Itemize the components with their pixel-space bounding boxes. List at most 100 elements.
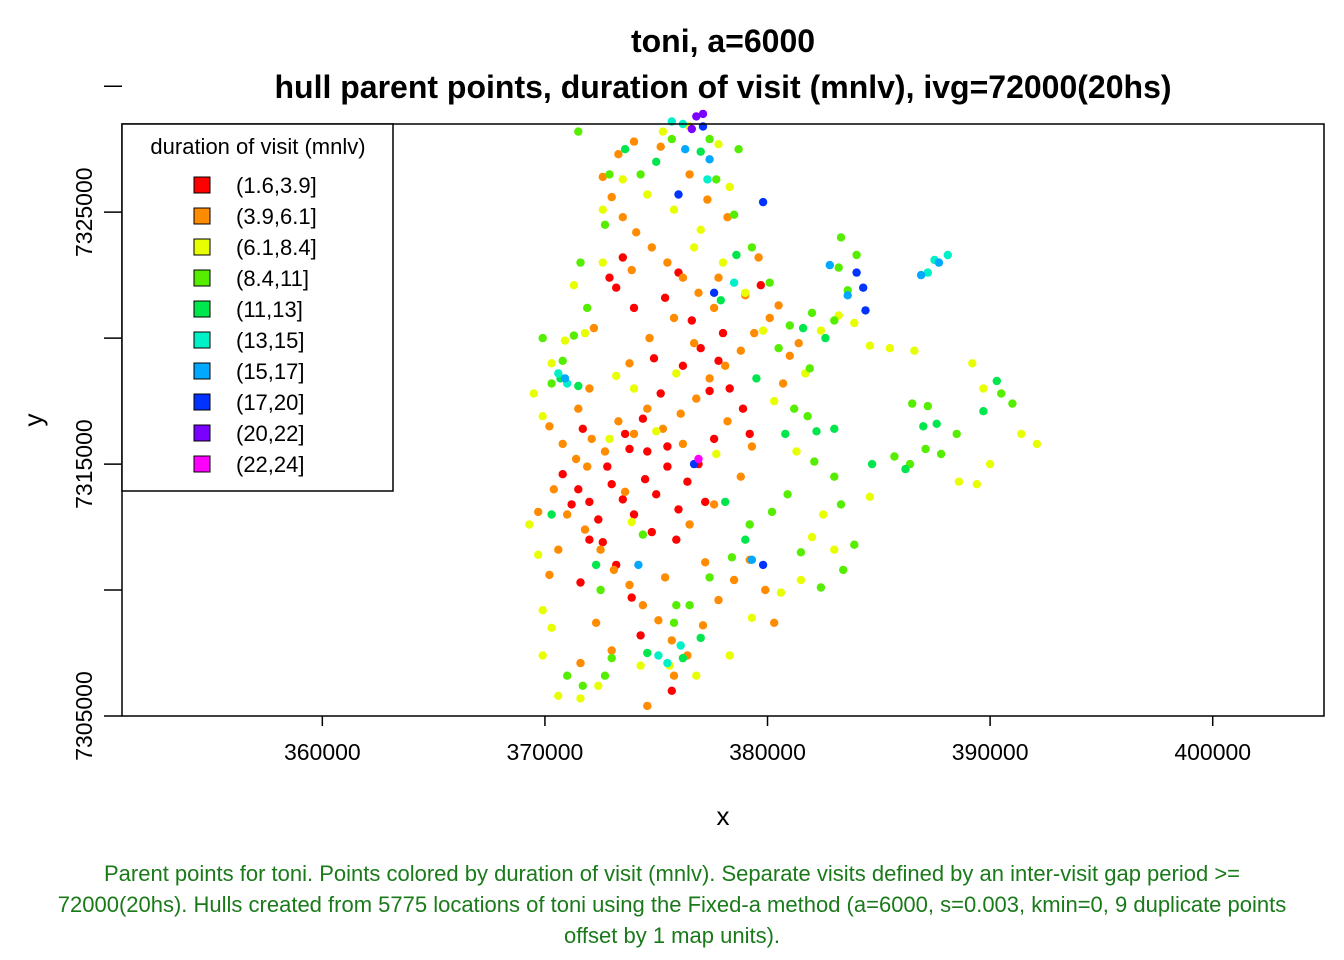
data-point xyxy=(547,379,556,388)
data-point xyxy=(545,570,554,580)
data-point xyxy=(612,371,621,381)
data-point xyxy=(534,507,543,517)
data-point xyxy=(620,145,630,154)
data-point xyxy=(770,396,779,406)
data-point xyxy=(598,172,607,182)
legend-swatch xyxy=(193,176,211,194)
data-point xyxy=(865,341,875,350)
data-point xyxy=(1008,399,1017,408)
data-point xyxy=(689,339,699,348)
data-point xyxy=(712,175,721,184)
legend-swatch xyxy=(193,238,211,256)
data-point xyxy=(672,535,681,544)
data-point xyxy=(598,205,607,214)
y-axis-title: y xyxy=(18,414,48,427)
data-point xyxy=(538,412,547,421)
data-point xyxy=(712,449,721,459)
data-point xyxy=(703,195,712,204)
data-point xyxy=(803,412,812,421)
data-point xyxy=(529,389,538,398)
data-point xyxy=(723,417,732,426)
data-point xyxy=(554,691,563,700)
data-point xyxy=(594,515,603,524)
data-point xyxy=(852,268,861,277)
data-point xyxy=(778,379,788,388)
data-point xyxy=(692,112,701,121)
data-point xyxy=(618,495,627,504)
data-point xyxy=(629,137,639,146)
data-point xyxy=(640,475,650,484)
data-point xyxy=(647,527,656,537)
x-tick-label: 400000 xyxy=(1174,739,1251,765)
data-point xyxy=(790,404,799,413)
data-point xyxy=(654,651,663,660)
data-point xyxy=(649,354,659,363)
data-point xyxy=(652,157,661,166)
data-point xyxy=(859,283,868,292)
data-point xyxy=(705,134,714,144)
data-point xyxy=(587,434,596,444)
legend-box xyxy=(121,123,394,492)
data-point xyxy=(736,472,745,481)
data-point xyxy=(923,401,932,411)
data-point xyxy=(932,419,941,428)
legend-label: (3.9,6.1] xyxy=(236,204,317,229)
data-point xyxy=(634,560,643,570)
data-point xyxy=(979,384,988,393)
data-point xyxy=(830,545,839,554)
data-point xyxy=(725,384,734,393)
data-point xyxy=(916,270,926,280)
data-point xyxy=(563,671,572,680)
data-point xyxy=(580,328,590,338)
data-point xyxy=(689,243,699,252)
data-point xyxy=(627,593,636,602)
data-point xyxy=(709,303,719,313)
data-point xyxy=(732,250,741,260)
data-point xyxy=(734,145,743,154)
data-point xyxy=(830,472,839,481)
data-point xyxy=(578,681,587,690)
x-tick-label: 370000 xyxy=(507,739,584,765)
data-point xyxy=(636,631,645,640)
data-point xyxy=(979,407,988,416)
data-point xyxy=(750,328,759,338)
data-point xyxy=(591,618,601,627)
data-point xyxy=(658,424,668,433)
data-point xyxy=(620,429,630,439)
legend-label: (6.1,8.4] xyxy=(236,235,317,260)
data-point xyxy=(629,510,639,519)
data-point xyxy=(643,648,652,658)
data-point xyxy=(585,497,594,507)
data-point xyxy=(901,464,910,474)
data-point xyxy=(632,228,641,237)
data-point xyxy=(669,205,679,214)
data-point xyxy=(972,480,981,489)
data-point xyxy=(805,364,814,373)
data-point xyxy=(598,538,607,547)
data-point xyxy=(692,671,701,680)
data-point xyxy=(721,497,730,507)
data-point xyxy=(714,273,723,282)
data-point xyxy=(850,540,859,549)
data-point xyxy=(812,427,821,436)
data-point xyxy=(678,439,688,449)
legend-title: duration of visit (mnlv) xyxy=(150,134,365,159)
x-tick-label: 380000 xyxy=(729,739,806,765)
data-point xyxy=(1032,439,1042,449)
data-point xyxy=(758,197,768,207)
data-point xyxy=(547,623,556,632)
data-point xyxy=(583,303,592,313)
data-point xyxy=(625,359,634,368)
data-point xyxy=(910,346,919,355)
data-point xyxy=(698,109,708,119)
data-point xyxy=(638,601,648,610)
data-point xyxy=(723,213,732,222)
data-point xyxy=(781,429,790,439)
data-point xyxy=(816,583,826,592)
data-point xyxy=(752,374,761,383)
data-point xyxy=(609,565,619,575)
data-point xyxy=(554,545,563,554)
data-point xyxy=(618,175,627,184)
data-point xyxy=(705,386,714,396)
data-point xyxy=(756,281,765,290)
